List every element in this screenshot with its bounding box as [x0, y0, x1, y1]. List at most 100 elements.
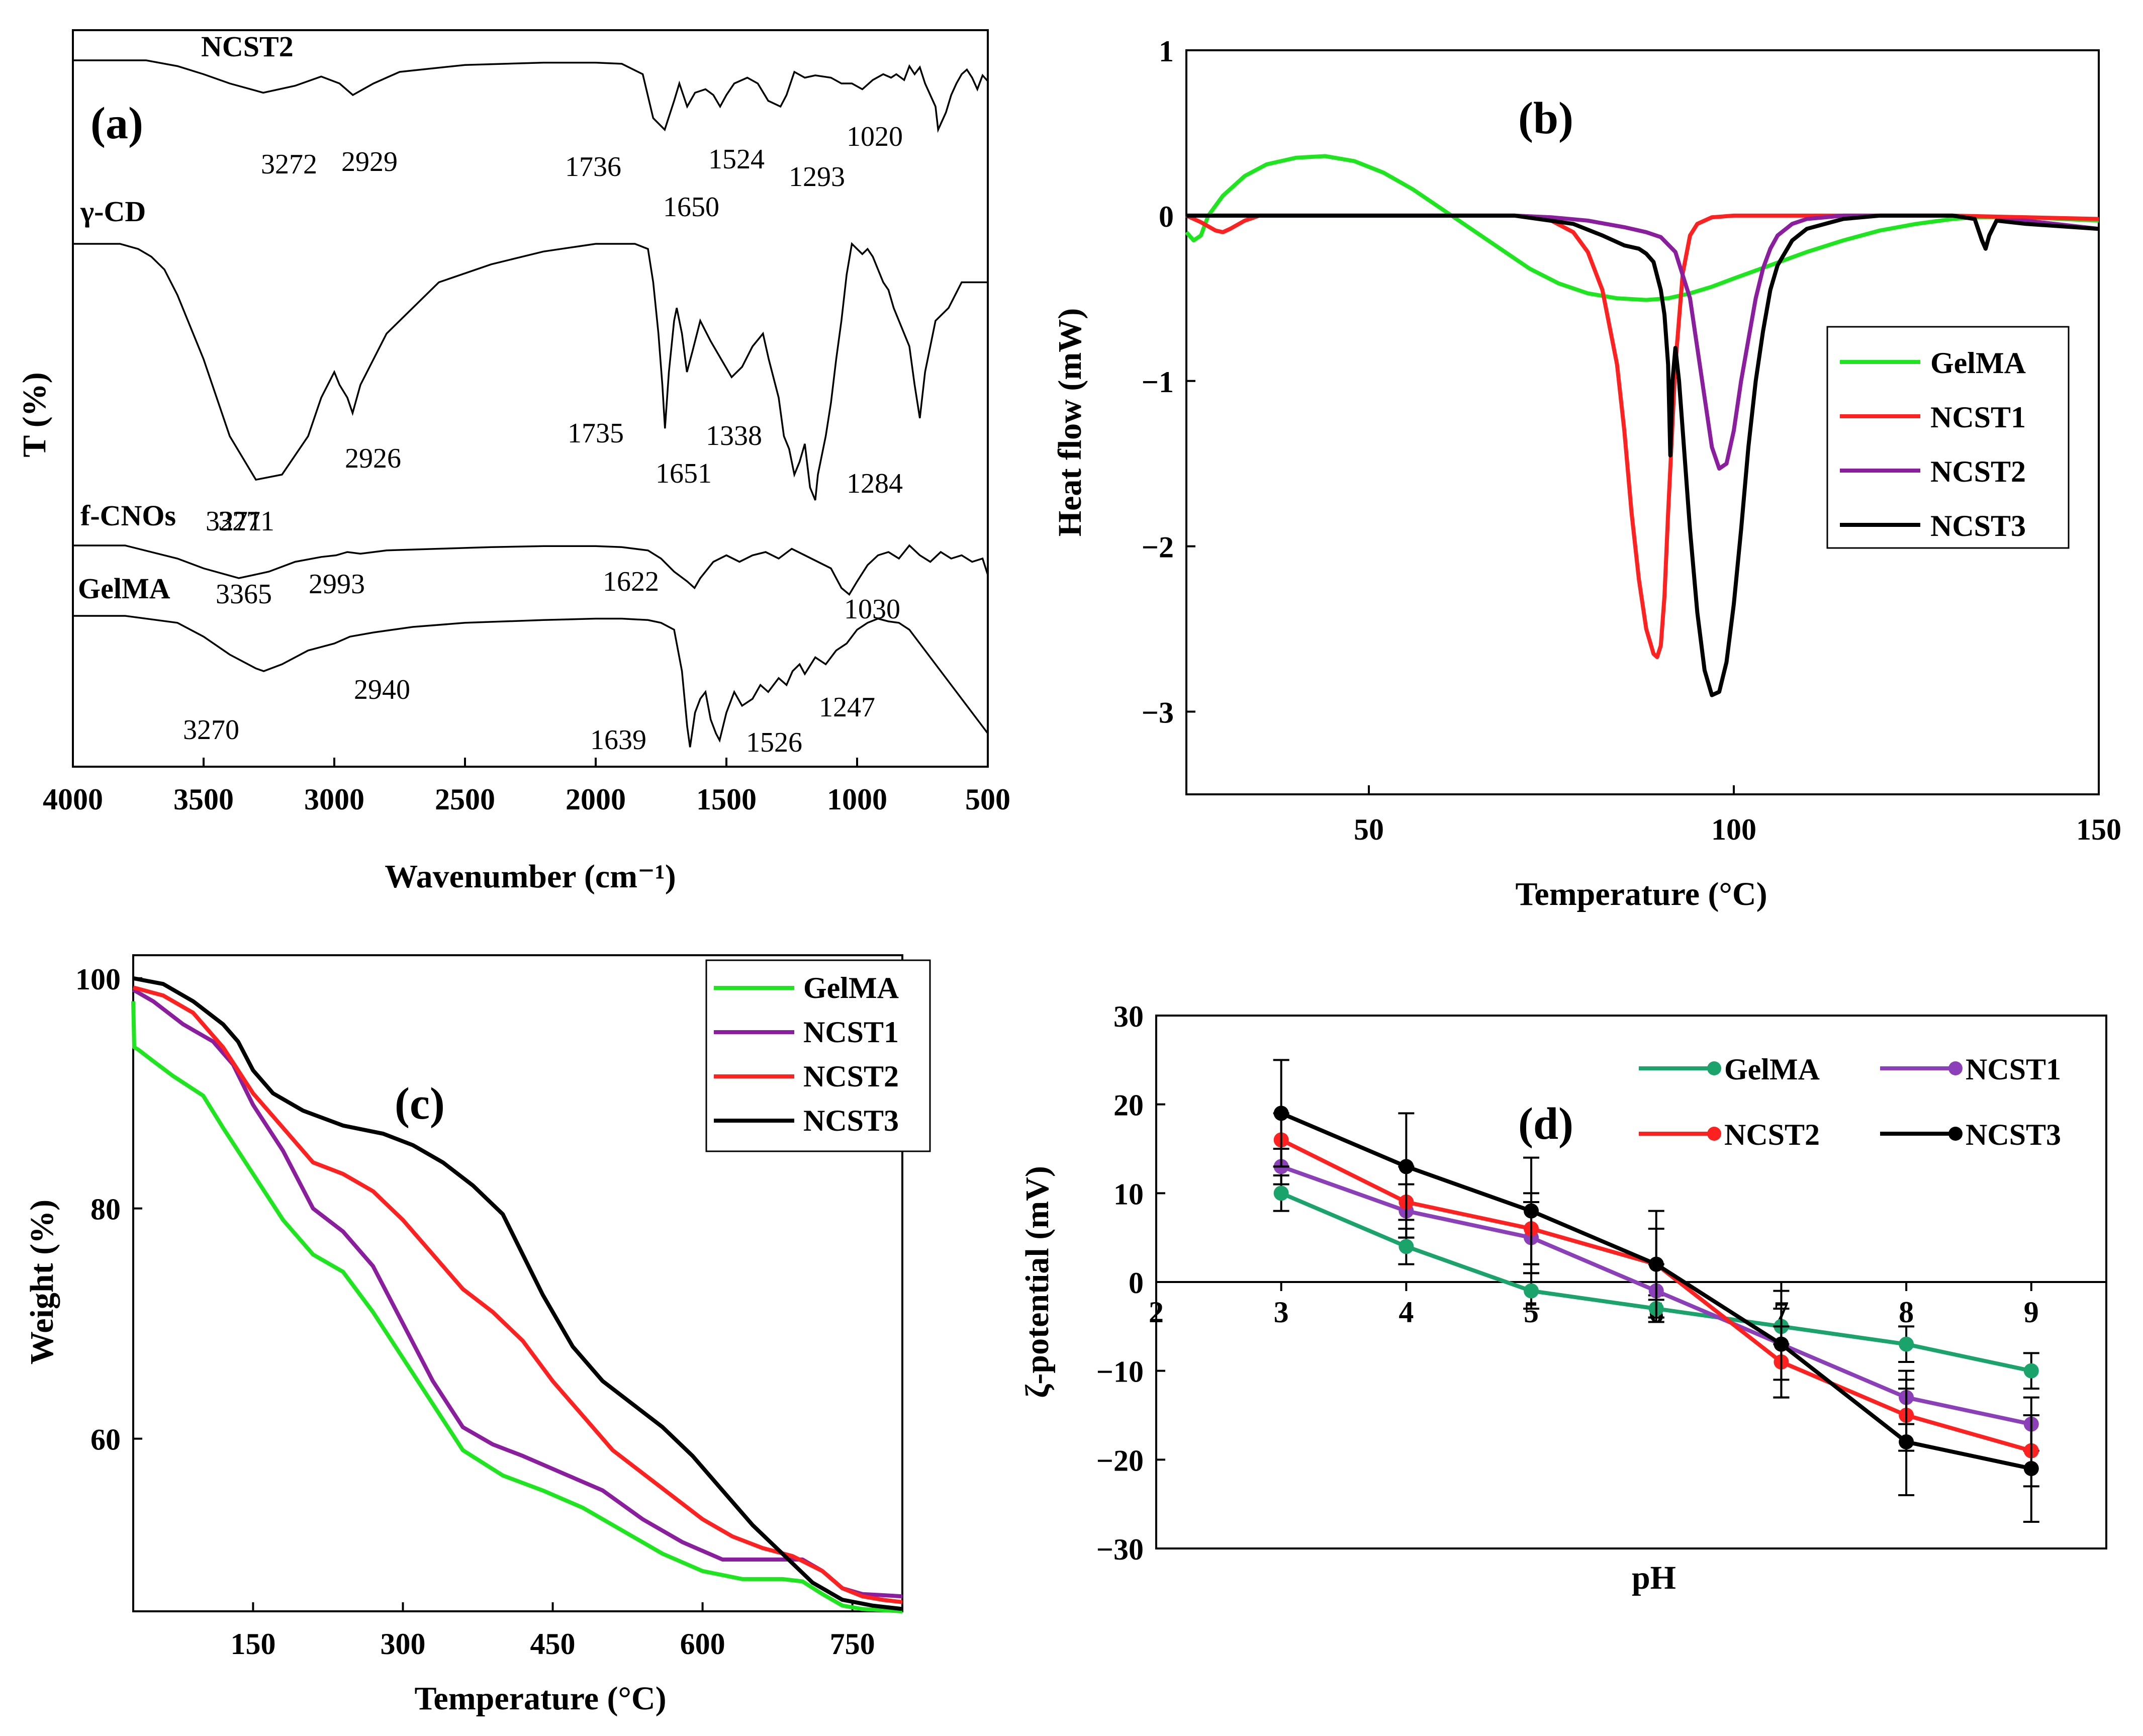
peak-label: 1526: [746, 727, 802, 758]
legend-label-ncst1: NCST1: [803, 1016, 899, 1049]
panel-c-tga-chart: 60 80 100 150 300 450 600 750 GelMA NCST1 NCST2 NC…: [24, 954, 931, 1717]
zeta-series-ncst3: [1273, 1059, 2039, 1523]
data-point: [1648, 1256, 1664, 1272]
peak-label: 2940: [354, 674, 410, 705]
panel-a-x-axis-title: Wavenumber (cm⁻¹): [385, 858, 676, 895]
panel-c-label: (c): [395, 1079, 445, 1129]
x-tick-label: 100: [1711, 813, 1756, 846]
x-tick-label: 300: [380, 1627, 425, 1661]
peak-label: 3272: [261, 149, 317, 180]
x-tick-label: 1000: [827, 783, 887, 816]
legend-label-gelma: GelMA: [803, 971, 899, 1004]
x-tick-label: 450: [530, 1627, 576, 1661]
y-tick-label: 60: [90, 1423, 121, 1456]
y-tick-label: 0: [1129, 1266, 1144, 1300]
panel-c-axis-ticks: 60 80 100 150 300 450 600 750: [75, 963, 875, 1661]
panel-b-dsc-chart: 1 0 −1 −2 −3 50 100 150 GelMA NCST1 NCST2 NCST3 (b…: [1052, 35, 2121, 912]
legend-label-ncst1: NCST1: [1930, 401, 2026, 434]
legend-marker-gelma: [1707, 1061, 1721, 1075]
peak-label: 1020: [847, 121, 903, 152]
x-tick-label: 2000: [566, 783, 626, 816]
tga-line-ncst2: [132, 985, 903, 1604]
y-tick-label: 1: [1159, 35, 1174, 68]
y-tick-label: −10: [1096, 1355, 1144, 1389]
ftir-line-ncst2: [73, 59, 989, 133]
panel-c-y-axis-title: Weight (%): [24, 1200, 60, 1364]
peak-label: 3365: [216, 579, 272, 610]
peak-label: 1030: [844, 594, 900, 625]
x-tick-label: 150: [230, 1627, 275, 1661]
panel-b-legend: GelMA NCST1 NCST2 NCST3: [1826, 326, 2070, 549]
tga-line-ncst3: [133, 976, 903, 1611]
legend-marker-ncst3: [1948, 1127, 1963, 1141]
peak-label: 1247: [819, 692, 875, 723]
legend-marker-ncst2: [1707, 1127, 1721, 1141]
dsc-line-gelma: [1185, 154, 2099, 302]
x-tick-label: 3000: [304, 783, 364, 816]
peak-label: 2926: [345, 443, 401, 474]
data-point: [1399, 1159, 1414, 1174]
data-point: [2023, 1363, 2039, 1379]
data-point: [1524, 1203, 1539, 1219]
panel-d-y-axis-title: ζ-potential (mV): [1019, 1166, 1056, 1398]
peak-label: 1639: [590, 724, 646, 756]
tga-line-gelma: [131, 1001, 903, 1613]
y-tick-label: 0: [1159, 200, 1174, 233]
legend-label-ncst3: NCST3: [803, 1104, 899, 1137]
ftir-line-gelma: [73, 615, 989, 748]
panel-b-legend-items: GelMA NCST1 NCST2 NCST3: [1840, 346, 2026, 542]
peak-label: 1338: [706, 420, 762, 451]
panel-d-label: (d): [1518, 1099, 1573, 1149]
y-tick-label: 20: [1113, 1089, 1144, 1122]
peak-label: 3271: [206, 506, 262, 537]
data-point: [1399, 1239, 1414, 1254]
panel-c-legend-items: GelMA NCST1 NCST2 NCST3: [714, 971, 899, 1137]
x-tick-label: 150: [2076, 813, 2121, 846]
panel-a-y-axis-title: T (%): [16, 372, 53, 457]
panel-a-frame: [72, 29, 989, 768]
panel-b-y-axis-title: Heat flow (mW): [1052, 308, 1088, 537]
x-tick-label: 9: [2024, 1296, 2039, 1329]
panel-a-series-group: NCST2 γ-CD f-CNOs GelMA: [73, 30, 989, 748]
panel-d-series-group: [1273, 1059, 2039, 1523]
x-tick-label: 2500: [435, 783, 495, 816]
panel-d-legend: GelMA NCST1 NCST2 NCST3: [1639, 1053, 2061, 1151]
legend-label-gelma: GelMA: [1930, 346, 2026, 380]
legend-label-ncst3: NCST3: [1966, 1118, 2061, 1151]
y-tick-label: 80: [90, 1193, 121, 1226]
x-tick-label: 1500: [696, 783, 757, 816]
panel-b-series-group: [1185, 154, 2099, 697]
ftir-series-label-gelma: GelMA: [78, 572, 170, 605]
panel-c-x-axis-title: Temperature (°C): [414, 1680, 666, 1717]
legend-label-ncst3: NCST3: [1930, 509, 2026, 542]
peak-label: 3271: [218, 506, 274, 537]
x-tick-label: 4000: [43, 783, 103, 816]
dsc-line-ncst1: [1185, 213, 2099, 659]
legend-label-ncst1: NCST1: [1966, 1053, 2061, 1086]
y-tick-label: −1: [1142, 366, 1174, 399]
peak-label: 1650: [663, 192, 719, 223]
dsc-line-ncst3: [1186, 213, 2099, 697]
data-point: [1524, 1283, 1539, 1299]
panel-d-x-axis-title: pH: [1632, 1560, 1676, 1596]
data-point: [1774, 1336, 1789, 1352]
peak-label: 2929: [341, 146, 398, 177]
peak-label: 1524: [708, 144, 765, 175]
y-tick-label: 30: [1113, 1000, 1144, 1033]
data-point: [1273, 1106, 1289, 1121]
panel-b-x-axis-title: Temperature (°C): [1515, 876, 1767, 912]
peak-label: 1622: [603, 566, 659, 597]
legend-label-ncst2: NCST2: [1724, 1118, 1820, 1151]
panel-a-label: (a): [90, 99, 143, 148]
panel-b-frame: [1185, 49, 2100, 795]
ftir-series-label-ncst2: NCST2: [201, 30, 294, 63]
panel-c-legend: GelMA NCST1 NCST2 NCST3: [705, 959, 931, 1152]
y-tick-label: −30: [1096, 1533, 1144, 1566]
x-tick-label: 600: [680, 1627, 725, 1661]
data-point: [2023, 1461, 2039, 1476]
y-tick-label: −2: [1142, 531, 1174, 564]
legend-label-gelma: GelMA: [1724, 1053, 1820, 1086]
data-point: [1899, 1336, 1914, 1352]
